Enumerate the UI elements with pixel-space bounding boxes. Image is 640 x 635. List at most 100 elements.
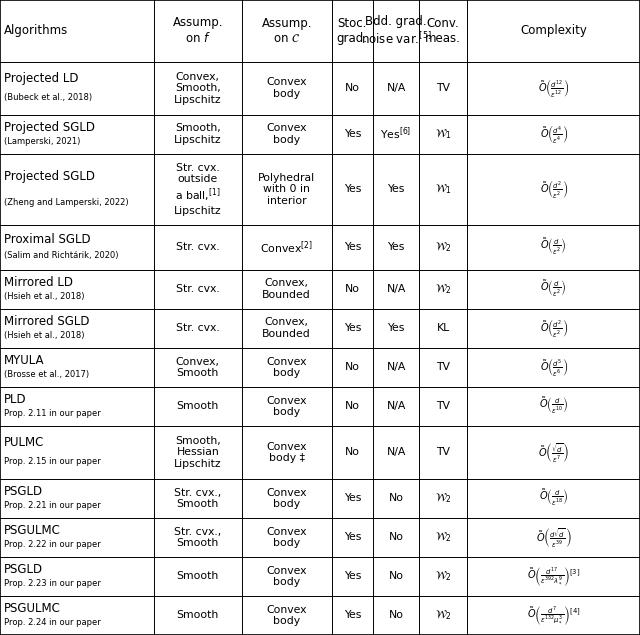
Text: No: No xyxy=(388,572,404,582)
Text: $\tilde{O}\left(\frac{d^{5}}{\varepsilon^{6}}\right)$: $\tilde{O}\left(\frac{d^{5}}{\varepsilon… xyxy=(540,356,568,378)
Text: Convex
body: Convex body xyxy=(266,356,307,378)
Text: (Lamperski, 2021): (Lamperski, 2021) xyxy=(4,137,81,145)
Text: Str. cvx.: Str. cvx. xyxy=(176,284,220,294)
Text: Str. cvx.,
Smooth: Str. cvx., Smooth xyxy=(174,488,221,509)
Text: Conv.
meas.: Conv. meas. xyxy=(425,17,461,45)
Text: Polyhedral
with 0 in
interior: Polyhedral with 0 in interior xyxy=(258,173,316,206)
Text: No: No xyxy=(345,363,360,372)
Text: Assump.
on $\mathcal{C}$: Assump. on $\mathcal{C}$ xyxy=(262,17,312,45)
Text: (Hsieh et al., 2018): (Hsieh et al., 2018) xyxy=(4,291,84,301)
Text: Yes: Yes xyxy=(344,572,361,582)
Text: $\tilde{O}\left(\frac{d^{12}}{\varepsilon^{12}}\right)$: $\tilde{O}\left(\frac{d^{12}}{\varepsilo… xyxy=(538,77,569,99)
Text: PSGLD: PSGLD xyxy=(4,563,43,576)
Text: No: No xyxy=(388,493,404,504)
Text: $\tilde{O}\left(\frac{d}{\varepsilon^{2}}\right)$: $\tilde{O}\left(\frac{d}{\varepsilon^{2}… xyxy=(540,279,567,299)
Text: Mirrored LD: Mirrored LD xyxy=(4,276,73,289)
Text: $\tilde{O}\left(\frac{d^{7}}{\varepsilon^{132}\mu_*^{3}}\right)^{[4]}$: $\tilde{O}\left(\frac{d^{7}}{\varepsilon… xyxy=(527,604,580,627)
Text: Yes: Yes xyxy=(344,129,361,139)
Text: TV: TV xyxy=(436,447,450,457)
Text: $\mathcal{W}_2$: $\mathcal{W}_2$ xyxy=(435,608,451,622)
Text: Prop. 2.15 in our paper: Prop. 2.15 in our paper xyxy=(4,457,100,466)
Text: Mirrored SGLD: Mirrored SGLD xyxy=(4,315,90,328)
Text: No: No xyxy=(388,532,404,542)
Text: No: No xyxy=(388,610,404,620)
Text: $\mathcal{W}_2$: $\mathcal{W}_2$ xyxy=(435,530,451,544)
Text: Yes: Yes xyxy=(387,323,405,333)
Text: No: No xyxy=(345,83,360,93)
Text: Complexity: Complexity xyxy=(520,24,587,37)
Text: Smooth: Smooth xyxy=(177,610,219,620)
Text: (Bubeck et al., 2018): (Bubeck et al., 2018) xyxy=(4,93,92,102)
Text: $\tilde{O}\left(\frac{d^{4}}{\varepsilon^{4}}\right)$: $\tilde{O}\left(\frac{d^{4}}{\varepsilon… xyxy=(540,123,568,145)
Text: (Brosse et al., 2017): (Brosse et al., 2017) xyxy=(4,370,89,379)
Text: Convex$^{[2]}$: Convex$^{[2]}$ xyxy=(260,239,313,256)
Text: Bdd. grad.
noise var.$^{[5]}$: Bdd. grad. noise var.$^{[5]}$ xyxy=(361,15,431,46)
Text: Str. cvx.: Str. cvx. xyxy=(176,323,220,333)
Text: Yes: Yes xyxy=(344,323,361,333)
Text: Proximal SGLD: Proximal SGLD xyxy=(4,233,91,246)
Text: (Salim and Richtárik, 2020): (Salim and Richtárik, 2020) xyxy=(4,251,118,260)
Text: N/A: N/A xyxy=(387,447,406,457)
Text: Assump.
on $f$: Assump. on $f$ xyxy=(173,17,223,46)
Text: TV: TV xyxy=(436,83,450,93)
Text: Convex
body ‡: Convex body ‡ xyxy=(266,441,307,463)
Text: Smooth: Smooth xyxy=(177,572,219,582)
Text: Convex
body: Convex body xyxy=(266,566,307,587)
Text: $\tilde{O}\left(\frac{d}{\varepsilon^{18}}\right)$: $\tilde{O}\left(\frac{d}{\varepsilon^{18… xyxy=(539,488,568,509)
Text: Prop. 2.23 in our paper: Prop. 2.23 in our paper xyxy=(4,579,101,588)
Text: KL: KL xyxy=(436,323,450,333)
Text: PSGULMC: PSGULMC xyxy=(4,524,61,537)
Text: Str. cvx.: Str. cvx. xyxy=(176,243,220,252)
Text: Yes$^{[6]}$: Yes$^{[6]}$ xyxy=(381,126,412,142)
Text: Convex,
Smooth: Convex, Smooth xyxy=(176,356,220,378)
Text: Prop. 2.24 in our paper: Prop. 2.24 in our paper xyxy=(4,618,100,627)
Text: Convex
body: Convex body xyxy=(266,605,307,626)
Text: Prop. 2.22 in our paper: Prop. 2.22 in our paper xyxy=(4,540,100,549)
Text: Prop. 2.11 in our paper: Prop. 2.11 in our paper xyxy=(4,409,100,418)
Text: No: No xyxy=(345,284,360,294)
Text: (Hsieh et al., 2018): (Hsieh et al., 2018) xyxy=(4,331,84,340)
Text: No: No xyxy=(345,447,360,457)
Text: Yes: Yes xyxy=(344,532,361,542)
Text: Convex
body: Convex body xyxy=(266,77,307,99)
Text: TV: TV xyxy=(436,363,450,372)
Text: $\tilde{O}\left(\frac{d^{2}}{\varepsilon^{2}}\right)$: $\tilde{O}\left(\frac{d^{2}}{\varepsilon… xyxy=(540,318,568,339)
Text: Projected LD: Projected LD xyxy=(4,72,79,85)
Text: Projected SGLD: Projected SGLD xyxy=(4,121,95,133)
Text: Smooth,
Hessian
Lipschitz: Smooth, Hessian Lipschitz xyxy=(174,436,221,469)
Text: No: No xyxy=(345,401,360,411)
Text: (Zheng and Lamperski, 2022): (Zheng and Lamperski, 2022) xyxy=(4,197,129,207)
Text: $\mathcal{W}_1$: $\mathcal{W}_1$ xyxy=(435,127,451,141)
Text: Convex,
Smooth,
Lipschitz: Convex, Smooth, Lipschitz xyxy=(174,72,221,105)
Text: Convex,
Bounded: Convex, Bounded xyxy=(262,278,311,300)
Text: N/A: N/A xyxy=(387,284,406,294)
Text: $\tilde{O}\left(\frac{d\sqrt{d}}{\varepsilon^{39}}\right)$: $\tilde{O}\left(\frac{d\sqrt{d}}{\vareps… xyxy=(536,526,572,549)
Text: Yes: Yes xyxy=(344,184,361,194)
Text: Smooth,
Lipschitz: Smooth, Lipschitz xyxy=(174,123,221,145)
Text: Convex
body: Convex body xyxy=(266,123,307,145)
Text: PSGULMC: PSGULMC xyxy=(4,602,61,615)
Text: N/A: N/A xyxy=(387,363,406,372)
Text: $\mathcal{W}_2$: $\mathcal{W}_2$ xyxy=(435,491,451,505)
Text: Yes: Yes xyxy=(387,243,405,252)
Text: Prop. 2.21 in our paper: Prop. 2.21 in our paper xyxy=(4,501,100,510)
Text: Yes: Yes xyxy=(344,610,361,620)
Text: $\tilde{O}\left(\frac{d}{\varepsilon^{10}}\right)$: $\tilde{O}\left(\frac{d}{\varepsilon^{10… xyxy=(539,396,568,417)
Text: N/A: N/A xyxy=(387,83,406,93)
Text: Yes: Yes xyxy=(344,243,361,252)
Text: $\mathcal{W}_2$: $\mathcal{W}_2$ xyxy=(435,241,451,254)
Text: Str. cvx.,
Smooth: Str. cvx., Smooth xyxy=(174,526,221,548)
Text: TV: TV xyxy=(436,401,450,411)
Text: Smooth: Smooth xyxy=(177,401,219,411)
Text: MYULA: MYULA xyxy=(4,354,45,367)
Text: $\mathcal{W}_1$: $\mathcal{W}_1$ xyxy=(435,182,451,196)
Text: PULMC: PULMC xyxy=(4,436,44,450)
Text: Convex
body: Convex body xyxy=(266,396,307,417)
Text: $\tilde{O}\left(\frac{d^{2}}{\varepsilon^{2}}\right)$: $\tilde{O}\left(\frac{d^{2}}{\varepsilon… xyxy=(540,178,568,201)
Text: Projected SGLD: Projected SGLD xyxy=(4,170,95,183)
Text: Stoc.
grad.: Stoc. grad. xyxy=(337,17,368,45)
Text: Convex
body: Convex body xyxy=(266,488,307,509)
Text: $\mathcal{W}_2$: $\mathcal{W}_2$ xyxy=(435,283,451,296)
Text: PLD: PLD xyxy=(4,393,27,406)
Text: $\tilde{O}\left(\frac{d^{17}}{\varepsilon^{392}\lambda_*^{9}}\right)^{[3]}$: $\tilde{O}\left(\frac{d^{17}}{\varepsilo… xyxy=(527,565,580,588)
